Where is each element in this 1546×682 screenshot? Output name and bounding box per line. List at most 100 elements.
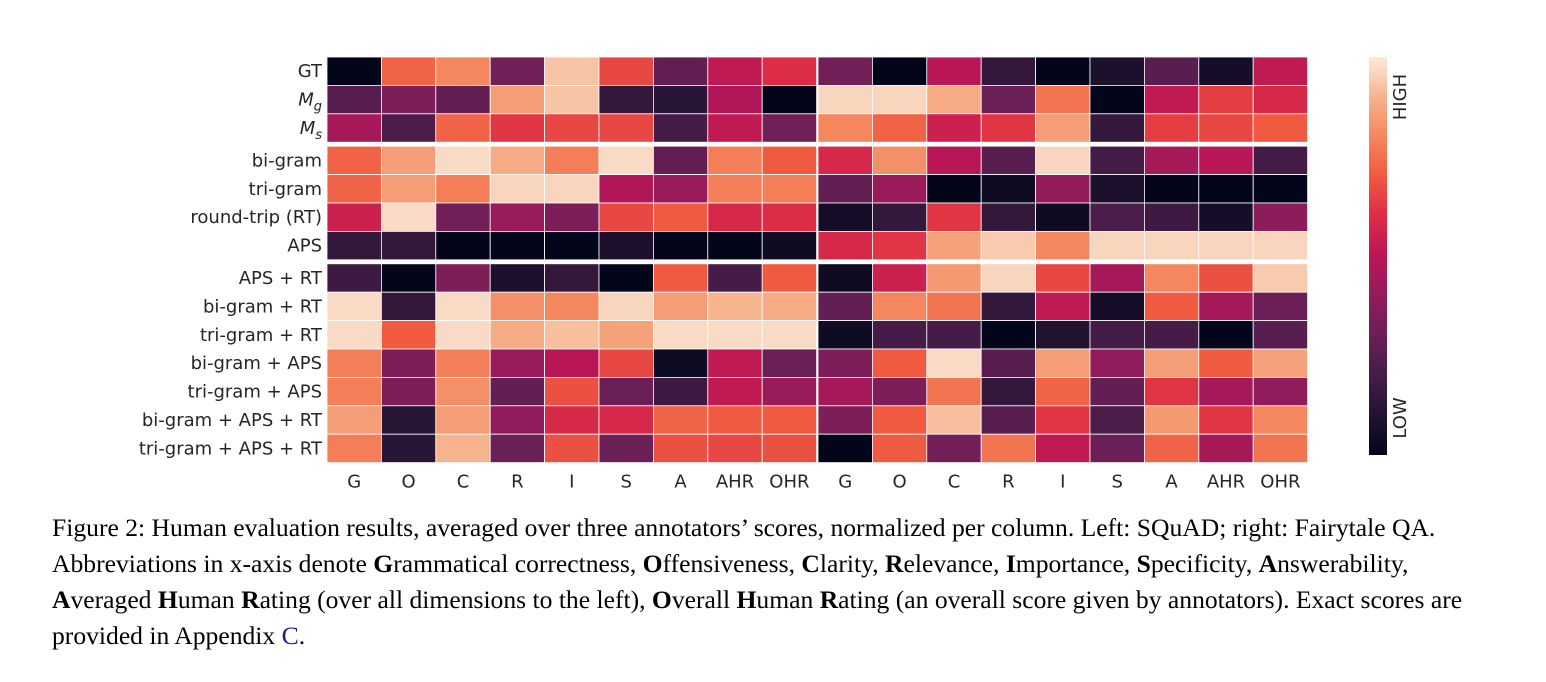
colorbar: HIGH LOW <box>1369 57 1411 455</box>
heatmap-cell-right-r1-c2 <box>926 85 982 115</box>
caption-term-rest: mportance, <box>1015 549 1137 578</box>
heatmap-cell-left-r3-c2 <box>435 145 491 175</box>
appendix-link[interactable]: C <box>281 621 299 650</box>
heatmap-cell-right-r10-c6 <box>1144 348 1200 378</box>
heatmap-cell-right-r3-c8 <box>1252 145 1308 175</box>
caption-term-rest: nswerability, <box>1277 549 1409 578</box>
caption-bold-letter: I <box>1005 549 1016 578</box>
heatmap-cell-left-r12-c3 <box>489 405 546 435</box>
heatmap-cell-right-r9-c1 <box>872 320 928 350</box>
heatmap-cell-right-r12-c2 <box>926 405 982 435</box>
heatmap-cell-right-r13-c7 <box>1198 433 1254 464</box>
heatmap-cell-right-r7-c8 <box>1252 263 1308 293</box>
heatmap-cell-left-r0-c0 <box>326 56 382 86</box>
heatmap-cell-right-r8-c0 <box>817 291 873 322</box>
heatmap-cell-right-r11-c1 <box>872 376 928 407</box>
heatmap-cell-right-r5-c6 <box>1144 202 1200 232</box>
heatmap-cell-left-r3-c6 <box>653 145 709 175</box>
heatmap-cell-left-r6-c0 <box>326 230 382 261</box>
heatmap-cell-left-r1-c4 <box>544 85 600 115</box>
column-label-right: AHR <box>1207 472 1245 493</box>
heatmap-cell-left-r11-c0 <box>326 376 382 407</box>
heatmap-cell-right-r1-c4 <box>1035 85 1091 115</box>
heatmap-cell-left-r13-c0 <box>326 433 382 464</box>
heatmap-cell-left-r0-c5 <box>598 56 654 86</box>
heatmap-cell-right-r5-c0 <box>817 202 873 232</box>
heatmap-cell-right-r13-c8 <box>1252 433 1308 464</box>
column-label-left: G <box>347 472 361 493</box>
heatmap-cell-left-r12-c7 <box>707 405 763 435</box>
heatmap-cell-right-r7-c7 <box>1198 263 1254 293</box>
heatmap-cell-left-r9-c4 <box>544 320 600 350</box>
heatmap-cell-left-r5-c2 <box>435 202 491 232</box>
heatmap-cell-right-r12-c4 <box>1035 405 1091 435</box>
column-label-left: AHR <box>716 472 754 493</box>
heatmap-cell-left-r1-c1 <box>380 85 437 115</box>
right-panel-fairytaleqa <box>817 56 1308 464</box>
heatmap-cell-left-r4-c1 <box>380 174 437 204</box>
heatmap-cell-left-r3-c0 <box>326 145 382 175</box>
row-label: GT <box>298 61 323 82</box>
heatmap-cell-left-r13-c2 <box>435 433 491 464</box>
heatmap-cell-right-r13-c0 <box>817 433 873 464</box>
row-label: Mg <box>298 90 322 115</box>
heatmap-cell-left-r12-c6 <box>653 405 709 435</box>
heatmap-cell-right-r2-c7 <box>1198 113 1254 143</box>
heatmap-cell-right-r1-c5 <box>1089 85 1145 115</box>
heatmap-cell-right-r5-c7 <box>1198 202 1254 232</box>
heatmap-cell-right-r5-c8 <box>1252 202 1308 232</box>
heatmap-cell-left-r8-c8 <box>761 291 818 322</box>
heatmap-cell-left-r0-c1 <box>380 56 437 86</box>
heatmap-cell-left-r5-c7 <box>707 202 763 232</box>
heatmap-cell-left-r2-c5 <box>598 113 654 143</box>
heatmap-cell-left-r11-c3 <box>489 376 546 407</box>
column-label-left: OHR <box>769 472 809 493</box>
heatmap-cell-right-r12-c6 <box>1144 405 1200 435</box>
heatmap-cell-left-r4-c8 <box>761 174 818 204</box>
heatmap-cell-right-r6-c1 <box>872 230 928 261</box>
caption-bold-letter: G <box>373 549 394 578</box>
heatmap-cell-right-r12-c1 <box>872 405 928 435</box>
heatmap-cell-right-r6-c3 <box>980 230 1037 261</box>
heatmap-cell-right-r4-c8 <box>1252 174 1308 204</box>
heatmap-cell-right-r1-c8 <box>1252 85 1308 115</box>
heatmap-cell-left-r3-c1 <box>380 145 437 175</box>
colorbar-gradient <box>1369 57 1387 455</box>
row-label: round-trip (RT) <box>190 207 322 228</box>
heatmap-cell-right-r0-c0 <box>817 56 873 86</box>
heatmap-cell-left-r12-c0 <box>326 405 382 435</box>
row-labels: GT Mg Ms bi-gram tri-gram round-trip (RT) APS A… <box>139 61 323 459</box>
heatmap-cell-left-r1-c5 <box>598 85 654 115</box>
caption-term-rest: rammatical correctness, <box>393 549 643 578</box>
heatmap-cell-left-r7-c4 <box>544 263 600 293</box>
heatmap-cell-left-r9-c8 <box>761 320 818 350</box>
heatmap-cell-left-r6-c7 <box>707 230 763 261</box>
heatmap-cell-left-r4-c2 <box>435 174 491 204</box>
heatmap-cell-right-r9-c6 <box>1144 320 1200 350</box>
heatmap-cell-right-r8-c2 <box>926 291 982 322</box>
heatmap-cell-right-r10-c8 <box>1252 348 1308 378</box>
heatmap-cell-left-r13-c4 <box>544 433 600 464</box>
row-label: Ms <box>300 118 323 143</box>
heatmap-cell-left-r10-c4 <box>544 348 600 378</box>
heatmap-cell-right-r6-c2 <box>926 230 982 261</box>
heatmap-cell-left-r11-c6 <box>653 376 709 407</box>
heatmap-cell-right-r6-c4 <box>1035 230 1091 261</box>
colorbar-low-label: LOW <box>1390 397 1411 439</box>
caption-bold-letter: O <box>642 549 663 578</box>
caption-bold-letter: R <box>241 585 260 614</box>
heatmap-cell-right-r12-c5 <box>1089 405 1145 435</box>
heatmap-cell-left-r11-c1 <box>380 376 437 407</box>
column-label-left: I <box>569 472 574 493</box>
row-label: tri-gram + APS <box>188 382 322 403</box>
heatmap-cell-left-r3-c5 <box>598 145 654 175</box>
heatmap-cell-left-r11-c8 <box>761 376 818 407</box>
heatmap-cell-left-r2-c3 <box>489 113 546 143</box>
caption-bold-letter: R <box>885 549 904 578</box>
heatmap-cell-left-r0-c6 <box>653 56 709 86</box>
heatmap-cell-right-r11-c2 <box>926 376 982 407</box>
heatmap-cell-right-r0-c7 <box>1198 56 1254 86</box>
heatmap-cell-right-r2-c8 <box>1252 113 1308 143</box>
heatmap-cell-left-r5-c0 <box>326 202 382 232</box>
caption-bold-letter: O <box>651 585 672 614</box>
